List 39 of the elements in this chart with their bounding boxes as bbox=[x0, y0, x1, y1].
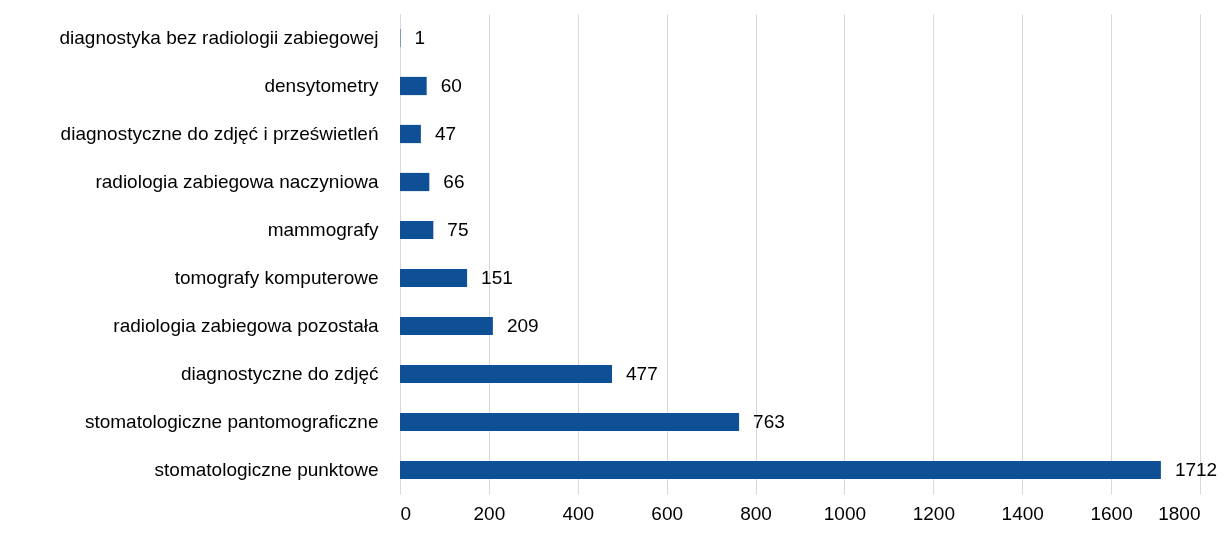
bar bbox=[400, 316, 493, 336]
y-tick-label: diagnostyka bez radiologii zabiegowej bbox=[59, 27, 379, 48]
data-label: 477 bbox=[626, 363, 658, 384]
data-label: 66 bbox=[443, 171, 465, 192]
y-tick-label: diagnostyczne do zdjęć bbox=[180, 363, 379, 384]
data-label: 75 bbox=[447, 219, 469, 240]
x-tick-label: 0 bbox=[400, 502, 412, 524]
x-tick-label: 1200 bbox=[912, 502, 955, 524]
bar bbox=[400, 412, 740, 432]
y-tick-label: densytometry bbox=[264, 75, 379, 96]
x-tick-label: 600 bbox=[651, 502, 684, 524]
bar bbox=[400, 220, 434, 240]
x-tick-label: 1000 bbox=[823, 502, 867, 524]
y-tick-label: radiologia zabiegowa pozostała bbox=[113, 315, 379, 336]
data-label: 1 bbox=[414, 27, 426, 48]
bar bbox=[400, 460, 1161, 480]
y-tick-label: stomatologiczne pantomograficzne bbox=[84, 411, 379, 432]
y-tick-label: stomatologiczne punktowe bbox=[154, 459, 379, 480]
bar bbox=[400, 172, 430, 192]
x-tick-label: 1600 bbox=[1090, 502, 1133, 524]
data-label: 1712 bbox=[1174, 459, 1218, 480]
x-tick-label: 800 bbox=[740, 502, 772, 524]
x-tick-label: 1800 bbox=[1158, 502, 1201, 524]
y-tick-label: tomografy komputerowe bbox=[174, 267, 379, 288]
y-tick-label: mammografy bbox=[267, 219, 379, 240]
y-tick-label: diagnostyczne do zdjęć i prześwietleń bbox=[60, 123, 379, 144]
y-tick-label: radiologia zabiegowa naczyniowa bbox=[95, 171, 379, 192]
data-label: 763 bbox=[753, 411, 785, 432]
data-label: 47 bbox=[434, 123, 457, 144]
x-tick-label: 400 bbox=[562, 502, 595, 524]
data-label: 60 bbox=[440, 75, 462, 96]
data-label: 209 bbox=[506, 315, 539, 336]
bar bbox=[400, 124, 421, 144]
data-label: 151 bbox=[481, 267, 513, 288]
bar bbox=[400, 76, 427, 96]
x-tick-label: 1400 bbox=[1001, 502, 1044, 524]
x-tick-label: 200 bbox=[473, 502, 506, 524]
bar bbox=[400, 364, 612, 384]
bar bbox=[400, 268, 468, 288]
